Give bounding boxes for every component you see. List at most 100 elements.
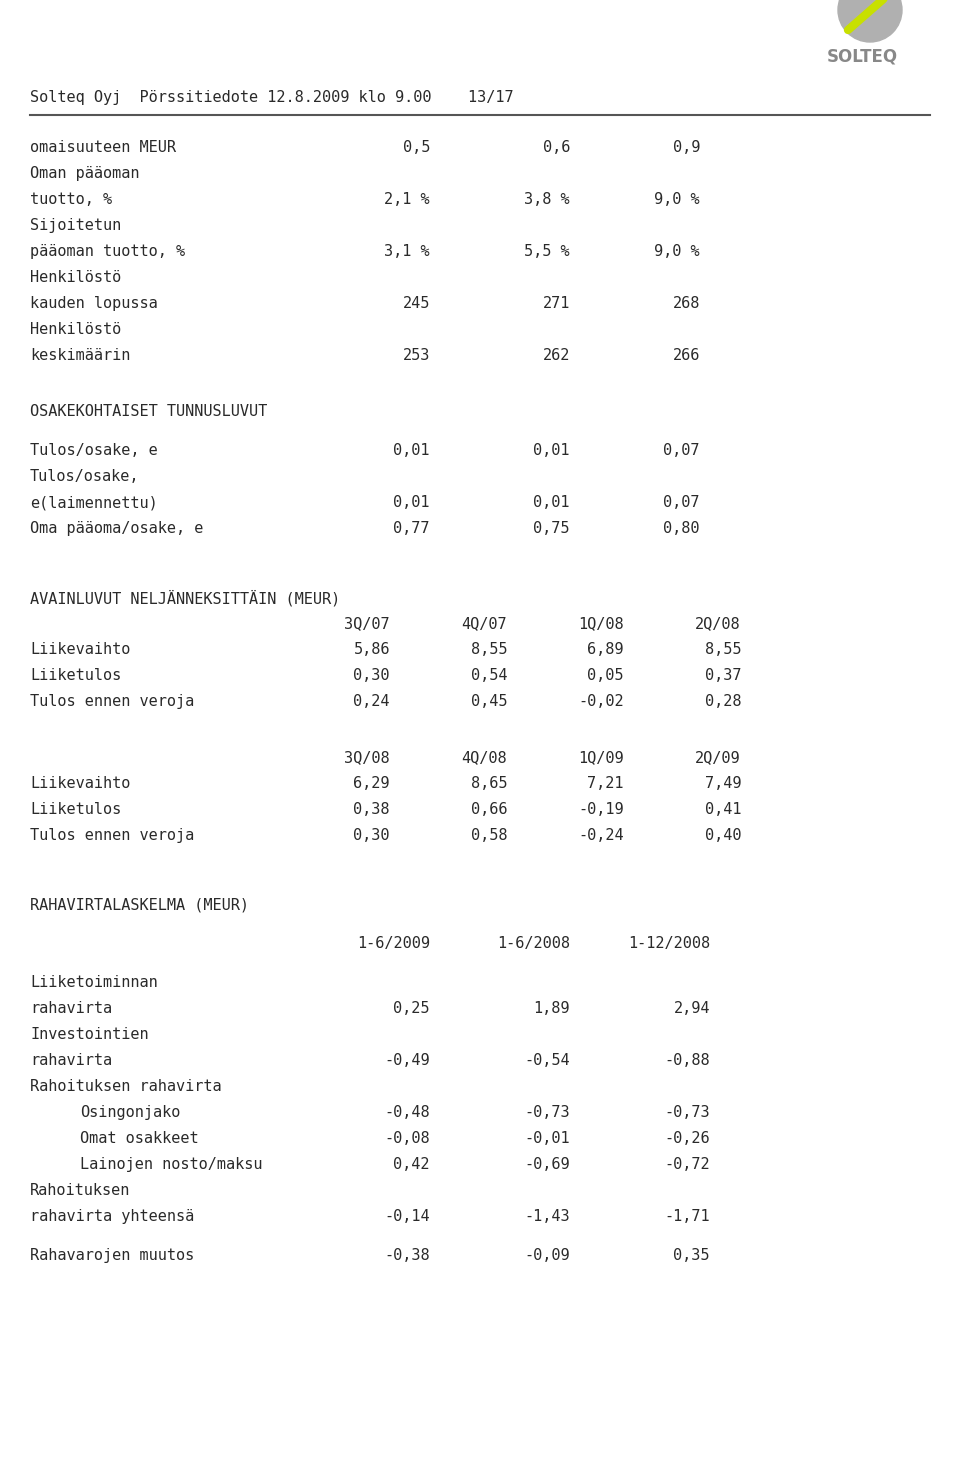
Text: -1,43: -1,43	[524, 1210, 570, 1224]
Text: rahavirta: rahavirta	[30, 1053, 112, 1069]
Text: 0,5: 0,5	[402, 139, 430, 156]
Text: 8,55: 8,55	[705, 642, 741, 658]
Text: -0,19: -0,19	[578, 802, 624, 818]
Text: 2Q/09: 2Q/09	[695, 750, 741, 765]
Text: 245: 245	[402, 297, 430, 311]
Text: -0,48: -0,48	[384, 1105, 430, 1120]
Text: 9,0 %: 9,0 %	[655, 192, 700, 207]
Text: -0,09: -0,09	[524, 1248, 570, 1262]
Text: 5,86: 5,86	[353, 642, 390, 658]
Text: 0,24: 0,24	[353, 694, 390, 709]
Text: kauden lopussa: kauden lopussa	[30, 297, 157, 311]
Text: 4Q/07: 4Q/07	[462, 617, 507, 631]
Text: rahavirta yhteensä: rahavirta yhteensä	[30, 1210, 194, 1224]
Text: 3,8 %: 3,8 %	[524, 192, 570, 207]
Text: 0,28: 0,28	[705, 694, 741, 709]
Text: 0,58: 0,58	[470, 828, 507, 843]
Text: 2Q/08: 2Q/08	[695, 617, 741, 631]
Text: -0,72: -0,72	[664, 1157, 710, 1171]
Text: Sijoitetun: Sijoitetun	[30, 219, 121, 233]
Text: 0,45: 0,45	[470, 694, 507, 709]
Text: Liiketoiminnan: Liiketoiminnan	[30, 975, 157, 989]
Text: Oman pääoman: Oman pääoman	[30, 166, 139, 181]
Text: 2,1 %: 2,1 %	[384, 192, 430, 207]
Text: -0,26: -0,26	[664, 1130, 710, 1147]
Text: omaisuuteen MEUR: omaisuuteen MEUR	[30, 139, 176, 156]
Text: 8,65: 8,65	[470, 777, 507, 791]
Text: 0,07: 0,07	[663, 495, 700, 509]
Text: 0,6: 0,6	[542, 139, 570, 156]
Text: 0,30: 0,30	[353, 668, 390, 683]
Text: 1Q/09: 1Q/09	[578, 750, 624, 765]
Text: Henkilöstö: Henkilöstö	[30, 321, 121, 338]
Text: 1-12/2008: 1-12/2008	[628, 937, 710, 951]
Text: 6,29: 6,29	[353, 777, 390, 791]
Text: 0,66: 0,66	[470, 802, 507, 818]
Text: 0,42: 0,42	[394, 1157, 430, 1171]
Text: Oma pääoma/osake, e: Oma pääoma/osake, e	[30, 521, 204, 536]
Text: 5,5 %: 5,5 %	[524, 244, 570, 258]
Text: 253: 253	[402, 348, 430, 363]
Text: 8,55: 8,55	[470, 642, 507, 658]
Text: rahavirta: rahavirta	[30, 1001, 112, 1016]
Circle shape	[838, 0, 902, 43]
Text: 0,01: 0,01	[534, 495, 570, 509]
Text: 271: 271	[542, 297, 570, 311]
Text: Rahoituksen rahavirta: Rahoituksen rahavirta	[30, 1079, 222, 1094]
Text: Henkilöstö: Henkilöstö	[30, 270, 121, 285]
Text: 3Q/07: 3Q/07	[345, 617, 390, 631]
Text: -0,73: -0,73	[524, 1105, 570, 1120]
Text: 0,30: 0,30	[353, 828, 390, 843]
Text: 0,80: 0,80	[663, 521, 700, 536]
Text: Omat osakkeet: Omat osakkeet	[80, 1130, 199, 1147]
Text: -0,01: -0,01	[524, 1130, 570, 1147]
Text: -0,73: -0,73	[664, 1105, 710, 1120]
Text: Liikevaihto: Liikevaihto	[30, 642, 131, 658]
Text: 1Q/08: 1Q/08	[578, 617, 624, 631]
Text: Tulos/osake, e: Tulos/osake, e	[30, 443, 157, 458]
Text: 0,37: 0,37	[705, 668, 741, 683]
Text: Lainojen nosto/maksu: Lainojen nosto/maksu	[80, 1157, 262, 1171]
Text: SOLTEQ: SOLTEQ	[827, 48, 898, 66]
Text: 0,77: 0,77	[394, 521, 430, 536]
Text: -0,24: -0,24	[578, 828, 624, 843]
Text: 4Q/08: 4Q/08	[462, 750, 507, 765]
Text: RAHAVIRTALASKELMA (MEUR): RAHAVIRTALASKELMA (MEUR)	[30, 897, 249, 912]
Text: 1-6/2009: 1-6/2009	[357, 937, 430, 951]
Text: 0,38: 0,38	[353, 802, 390, 818]
Text: 0,40: 0,40	[705, 828, 741, 843]
Text: tuotto, %: tuotto, %	[30, 192, 112, 207]
Text: -0,69: -0,69	[524, 1157, 570, 1171]
Text: AVAINLUVUT NELJÄNNEKSITTÄIN (MEUR): AVAINLUVUT NELJÄNNEKSITTÄIN (MEUR)	[30, 590, 340, 606]
Text: pääoman tuotto, %: pääoman tuotto, %	[30, 244, 185, 258]
Text: -0,49: -0,49	[384, 1053, 430, 1069]
Text: 6,89: 6,89	[588, 642, 624, 658]
Text: 0,01: 0,01	[394, 443, 430, 458]
Text: Rahavarojen muutos: Rahavarojen muutos	[30, 1248, 194, 1262]
Text: 3,1 %: 3,1 %	[384, 244, 430, 258]
Text: 9,0 %: 9,0 %	[655, 244, 700, 258]
Text: Liikevaihto: Liikevaihto	[30, 777, 131, 791]
Text: Investointien: Investointien	[30, 1028, 149, 1042]
Text: Tulos ennen veroja: Tulos ennen veroja	[30, 828, 194, 843]
Text: Tulos ennen veroja: Tulos ennen veroja	[30, 694, 194, 709]
Text: 3Q/08: 3Q/08	[345, 750, 390, 765]
Text: -0,14: -0,14	[384, 1210, 430, 1224]
Text: 7,21: 7,21	[588, 777, 624, 791]
Text: 0,07: 0,07	[663, 443, 700, 458]
Text: 262: 262	[542, 348, 570, 363]
Text: 0,35: 0,35	[674, 1248, 710, 1262]
Text: -1,71: -1,71	[664, 1210, 710, 1224]
Text: 0,75: 0,75	[534, 521, 570, 536]
Text: Liiketulos: Liiketulos	[30, 668, 121, 683]
Text: 266: 266	[673, 348, 700, 363]
Text: 1,89: 1,89	[534, 1001, 570, 1016]
Text: keskimäärin: keskimäärin	[30, 348, 131, 363]
Text: 2,94: 2,94	[674, 1001, 710, 1016]
Text: -0,08: -0,08	[384, 1130, 430, 1147]
Text: Liiketulos: Liiketulos	[30, 802, 121, 818]
Text: -0,88: -0,88	[664, 1053, 710, 1069]
Text: -0,38: -0,38	[384, 1248, 430, 1262]
Text: OSAKEKOHTAISET TUNNUSLUVUT: OSAKEKOHTAISET TUNNUSLUVUT	[30, 404, 267, 418]
Text: Osingonjako: Osingonjako	[80, 1105, 180, 1120]
